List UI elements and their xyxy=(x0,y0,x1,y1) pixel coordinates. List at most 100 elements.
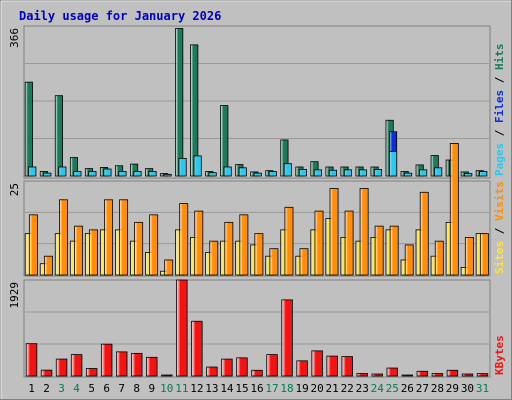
bar-pages-day-6 xyxy=(103,168,112,177)
legend-hits-files-pages: Pages / Files / Hits xyxy=(493,44,506,177)
x-tick-label-day-29: 29 xyxy=(446,382,459,395)
bar-visits-day-3 xyxy=(59,199,68,276)
legend-entry-visits: Visits xyxy=(493,181,506,221)
x-tick-label-day-2: 2 xyxy=(43,382,50,395)
bar-kbytes-day-21 xyxy=(326,355,338,377)
x-tick-label-day-9: 9 xyxy=(148,382,155,395)
bar-kbytes-day-18 xyxy=(281,299,293,377)
legend-entry-pages: Pages xyxy=(493,143,506,176)
x-tick-label-day-24: 24 xyxy=(371,382,385,395)
bar-visits-day-8 xyxy=(134,221,144,276)
x-tick-label-day-3: 3 xyxy=(58,382,65,395)
bar-kbytes-day-12 xyxy=(191,320,203,377)
bar-kbytes-day-16 xyxy=(251,369,263,377)
bar-kbytes-day-10 xyxy=(161,374,173,377)
bar-pages-day-9 xyxy=(148,171,157,177)
bar-pages-day-19 xyxy=(298,169,307,177)
bar-hits-day-1 xyxy=(24,81,33,177)
bar-kbytes-day-5 xyxy=(85,368,98,377)
x-tick-label-day-26: 26 xyxy=(401,382,414,395)
bar-visits-day-17 xyxy=(269,248,279,276)
bar-visits-day-7 xyxy=(119,199,129,276)
bar-visits-day-21 xyxy=(329,188,339,276)
bar-pages-day-27 xyxy=(419,169,428,177)
x-tick-label-day-21: 21 xyxy=(326,382,339,395)
bar-pages-day-4 xyxy=(73,171,82,177)
bar-pages-day-17 xyxy=(268,171,277,177)
bar-pages-day-12 xyxy=(193,155,202,177)
bar-visits-day-22 xyxy=(344,210,354,276)
bar-pages-day-20 xyxy=(313,169,322,177)
bar-kbytes-day-27 xyxy=(416,370,429,377)
x-tick-label-day-13: 13 xyxy=(205,382,218,395)
bar-visits-day-27 xyxy=(419,191,429,276)
x-tick-label-day-30: 30 xyxy=(461,382,474,395)
x-tick-label-day-27: 27 xyxy=(416,382,429,395)
legend-separator: / xyxy=(493,70,506,90)
bar-kbytes-day-17 xyxy=(266,354,278,377)
bar-visits-day-1 xyxy=(28,214,38,276)
bar-visits-day-15 xyxy=(239,214,249,276)
legend-entry-sites: Sites xyxy=(493,241,506,274)
x-tick-label-day-11: 11 xyxy=(175,382,188,395)
panel-kbytes: 1929 KBytes xyxy=(8,279,506,378)
y-max-label-hits-files-pages: 366 xyxy=(8,28,21,48)
bar-visits-day-18 xyxy=(284,206,294,276)
panel-background xyxy=(23,279,491,378)
y-max-label-visits-sites: 25 xyxy=(8,183,21,196)
bar-pages-day-14 xyxy=(223,166,232,177)
bar-visits-day-31 xyxy=(479,233,489,276)
bar-pages-day-16 xyxy=(253,172,262,177)
chart-panels: 366 Pages / Files / Hits 25 Sites / Visits 1… xyxy=(8,25,506,378)
bar-pages-day-5 xyxy=(88,171,97,177)
bar-pages-day-10 xyxy=(163,173,172,177)
bar-pages-day-26 xyxy=(404,172,413,177)
bar-pages-day-3 xyxy=(58,166,67,177)
bar-visits-day-19 xyxy=(299,248,309,276)
bar-kbytes-day-19 xyxy=(296,360,308,377)
bar-visits-day-9 xyxy=(149,214,159,276)
bar-visits-day-29 xyxy=(449,142,459,276)
x-tick-label-day-18: 18 xyxy=(280,382,293,395)
x-tick-label-day-15: 15 xyxy=(235,382,248,395)
bar-kbytes-day-7 xyxy=(116,351,128,377)
bar-visits-day-23 xyxy=(359,188,369,276)
bar-kbytes-day-4 xyxy=(70,354,83,377)
bar-kbytes-day-9 xyxy=(146,356,158,377)
x-tick-label-day-22: 22 xyxy=(341,382,354,395)
x-tick-label-day-19: 19 xyxy=(295,382,308,395)
bar-visits-day-25 xyxy=(389,225,399,276)
bar-pages-day-18 xyxy=(283,163,292,177)
bar-pages-day-15 xyxy=(238,167,247,177)
bar-kbytes-day-29 xyxy=(446,369,459,377)
bar-visits-day-26 xyxy=(404,244,414,276)
x-tick-label-day-20: 20 xyxy=(311,382,324,395)
bar-kbytes-day-15 xyxy=(236,357,248,377)
bar-pages-day-31 xyxy=(479,171,488,177)
bar-pages-day-21 xyxy=(328,169,337,177)
bar-pages-day-25 xyxy=(388,151,398,177)
bar-pages-day-13 xyxy=(208,172,217,177)
bar-visits-day-11 xyxy=(179,203,189,276)
panel-visits-sites: 25 Sites / Visits xyxy=(8,142,506,277)
x-tick-label-day-17: 17 xyxy=(265,382,278,395)
bar-kbytes-day-14 xyxy=(221,358,233,377)
bar-visits-day-10 xyxy=(164,259,174,276)
bar-kbytes-day-2 xyxy=(40,369,53,377)
legend-entry-files: Files xyxy=(493,90,506,123)
bar-kbytes-day-20 xyxy=(311,350,323,377)
bar-visits-day-2 xyxy=(44,255,53,276)
x-tick-label-day-12: 12 xyxy=(190,382,203,395)
x-tick-label-day-4: 4 xyxy=(73,382,80,395)
bar-kbytes-day-6 xyxy=(100,343,113,377)
bar-visits-day-20 xyxy=(314,210,324,276)
bar-visits-day-16 xyxy=(254,233,264,276)
legend-kbytes: KBytes xyxy=(493,335,506,375)
bar-pages-day-30 xyxy=(464,173,473,177)
x-tick-label-day-5: 5 xyxy=(88,382,95,395)
bar-kbytes-day-11 xyxy=(176,279,188,377)
x-tick-label-day-7: 7 xyxy=(118,382,125,395)
bar-kbytes-day-25 xyxy=(386,367,398,377)
bar-visits-day-14 xyxy=(224,221,234,276)
x-tick-label-day-16: 16 xyxy=(250,382,263,395)
